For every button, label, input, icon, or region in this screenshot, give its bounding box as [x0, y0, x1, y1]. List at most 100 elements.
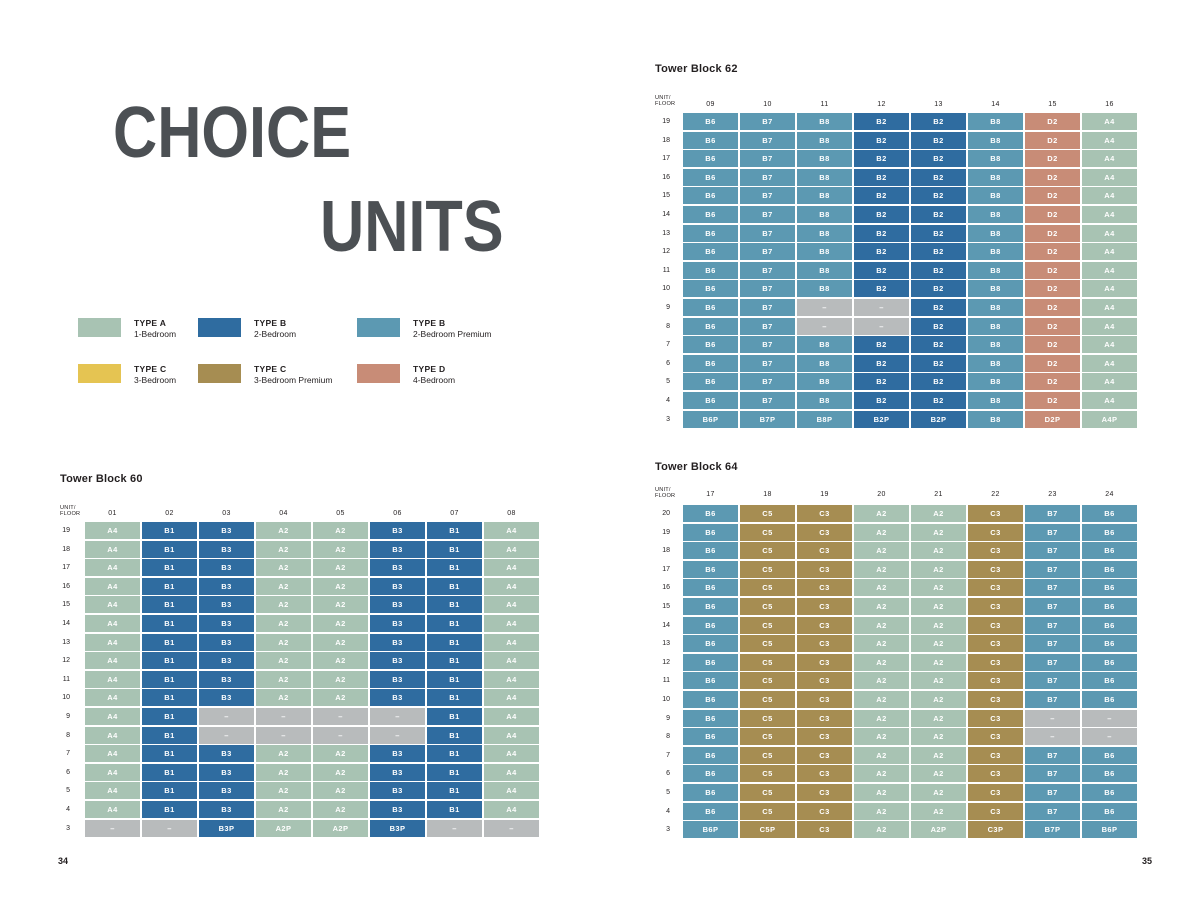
floor-label: 16: [62, 582, 70, 590]
unit-cell: C3: [797, 802, 852, 820]
unit-cell: B2: [854, 243, 909, 261]
unit-cell: B2: [911, 261, 966, 279]
unit-cell: A2: [911, 802, 966, 820]
unit-column-header: 18: [763, 490, 772, 498]
unit-cell: B1: [427, 670, 482, 688]
unit-cell: –: [313, 726, 368, 744]
unit-cell: D2: [1025, 280, 1080, 298]
unit-cell: B1: [142, 652, 197, 670]
unit-cell: –: [797, 317, 852, 335]
unit-cell: A4: [1082, 354, 1137, 372]
unit-cell: A2: [313, 689, 368, 707]
unit-cell: B7: [1025, 579, 1080, 597]
unit-cell: B3: [370, 596, 425, 614]
unit-cell: A4: [484, 577, 539, 595]
unit-cell: B2: [854, 280, 909, 298]
unit-column-header: 21: [934, 490, 943, 498]
unit-cell: –: [199, 726, 254, 744]
floor-label: 11: [62, 675, 70, 683]
type-a-color-swatch: [78, 318, 121, 337]
unit-cell: B6: [683, 150, 738, 168]
unit-cell: B2: [854, 187, 909, 205]
unit-cell: C5: [740, 653, 795, 671]
unit-cell: A4: [85, 726, 140, 744]
unit-cell: A2: [854, 635, 909, 653]
unit-cell: B2: [854, 205, 909, 223]
unit-cell: B3: [199, 800, 254, 818]
unit-cell: B2: [911, 317, 966, 335]
unit-cell: B3: [199, 596, 254, 614]
unit-cell: B1: [142, 577, 197, 595]
corner-line2: FLOOR: [655, 493, 676, 500]
unit-cell: –: [484, 819, 539, 837]
unit-cell: B8: [797, 391, 852, 409]
unit-cell: B1: [427, 652, 482, 670]
unit-cell: A4: [484, 522, 539, 539]
unit-cell: B6: [683, 168, 738, 186]
unit-cell: A4: [484, 707, 539, 725]
unit-cell: B6: [683, 317, 738, 335]
unit-cell: B6: [683, 765, 738, 783]
unit-cell: A2: [256, 633, 311, 651]
unit-cell: A2: [911, 709, 966, 727]
unit-cell: B6: [683, 373, 738, 391]
unit-cell: –: [1025, 728, 1080, 746]
unit-cell: A2: [313, 763, 368, 781]
unit-cell: C3: [968, 505, 1023, 522]
unit-cell: A2: [313, 596, 368, 614]
unit-cell: B2: [911, 131, 966, 149]
unit-cell: A4: [85, 652, 140, 670]
unit-cell: C3: [797, 542, 852, 560]
unit-cell: B8: [797, 280, 852, 298]
unit-cell: B6: [683, 579, 738, 597]
unit-cell: C3: [797, 709, 852, 727]
floor-label: 17: [62, 564, 70, 572]
unit-cell: A4: [1082, 280, 1137, 298]
unit-cell: B8: [968, 113, 1023, 130]
unit-cell: B3P: [370, 819, 425, 837]
unit-cell: B8: [968, 280, 1023, 298]
unit-cell: A2P: [313, 819, 368, 837]
unit-cell: B6: [683, 131, 738, 149]
floor-label: 6: [666, 359, 670, 367]
unit-cell: –: [427, 819, 482, 837]
block-title: Tower Block 64: [655, 461, 738, 473]
unit-cell: A2: [911, 690, 966, 708]
unit-cell: B2: [854, 373, 909, 391]
unit-cell: A4: [85, 596, 140, 614]
unit-cell: –: [1025, 709, 1080, 727]
unit-cell: A2: [256, 745, 311, 763]
unit-cell: –: [142, 819, 197, 837]
page-title-line1: CHOICE: [113, 93, 352, 173]
unit-cell: B3: [199, 522, 254, 539]
unit-cell: B8: [797, 205, 852, 223]
unit-cell: A2: [854, 802, 909, 820]
unit-cell: B7: [740, 243, 795, 261]
unit-cell: –: [256, 726, 311, 744]
legend-desc-label: 3-Bedroom: [134, 375, 177, 385]
unit-cell: A2: [911, 653, 966, 671]
unit-cell: A4: [1082, 113, 1137, 130]
unit-cell: B6: [1082, 765, 1137, 783]
unit-cell: A2: [911, 597, 966, 615]
floor-label: 6: [66, 768, 70, 776]
unit-cell: B8: [968, 224, 1023, 242]
unit-cell: D2: [1025, 150, 1080, 168]
unit-column-header: 23: [1048, 490, 1057, 498]
unit-cell: B6P: [683, 821, 738, 839]
legend-item-type-d: TYPE D 4-Bedroom: [357, 364, 455, 385]
unit-cell: A4: [1082, 187, 1137, 205]
unit-cell: A2: [313, 614, 368, 632]
unit-column-header: 06: [393, 509, 402, 517]
floor-label: 3: [666, 415, 670, 423]
unit-cell: A4: [85, 670, 140, 688]
type-c-color-swatch: [78, 364, 121, 383]
unit-cell: A4: [1082, 336, 1137, 354]
unit-cell: A4: [1082, 205, 1137, 223]
unit-cell: B7: [740, 150, 795, 168]
unit-cell: C3: [968, 523, 1023, 541]
floor-label: 19: [662, 528, 670, 536]
unit-cell: A2: [256, 763, 311, 781]
unit-cell: B8: [797, 131, 852, 149]
